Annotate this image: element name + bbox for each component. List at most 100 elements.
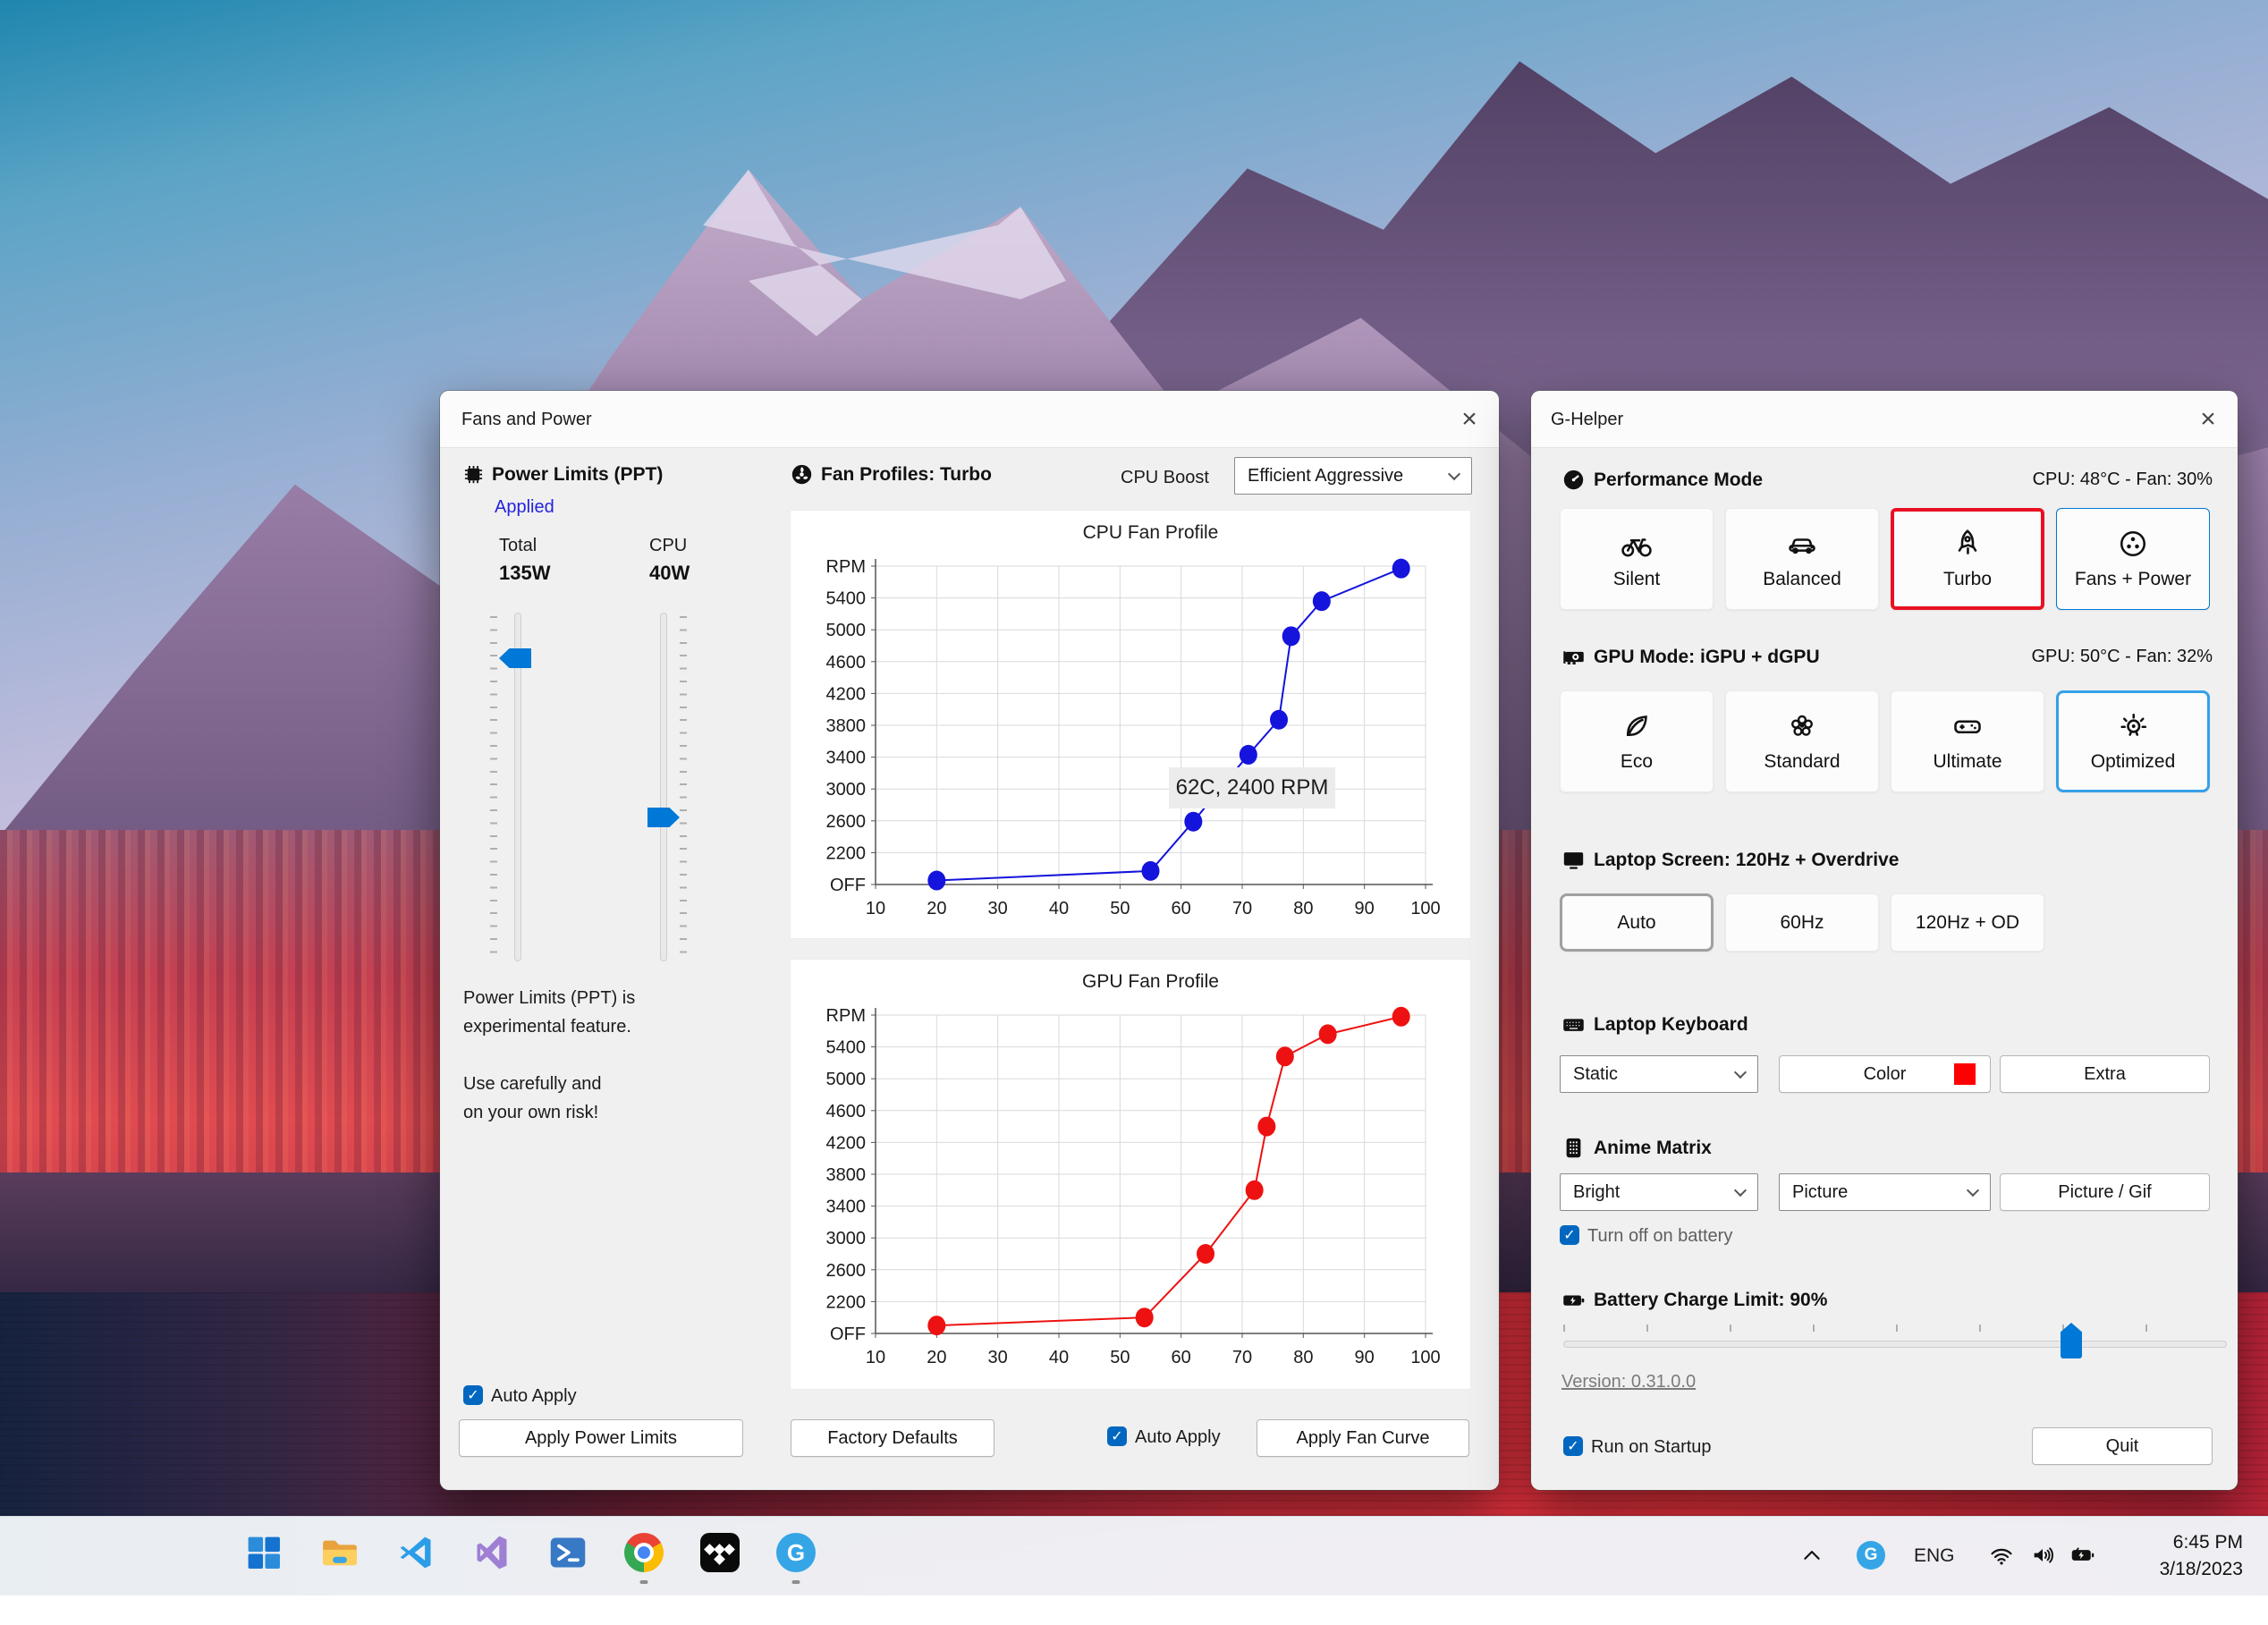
chevron-down-icon xyxy=(1967,1184,1979,1197)
vscode-icon xyxy=(396,1533,436,1572)
fan-auto-apply-checkbox[interactable]: ✓ xyxy=(1107,1426,1127,1446)
ghelper-letter: G xyxy=(787,1539,805,1567)
chevron-down-icon xyxy=(1734,1066,1747,1079)
svg-text:3000: 3000 xyxy=(826,1229,867,1248)
svg-text:60: 60 xyxy=(1172,899,1191,918)
fan-auto-apply-label: Auto Apply xyxy=(1135,1427,1221,1448)
keyboard-extra-button[interactable]: Extra xyxy=(2000,1055,2210,1093)
wifi-icon xyxy=(1989,1543,2014,1568)
powershell-icon xyxy=(548,1533,588,1572)
tray-time: 6:45 PM xyxy=(2160,1529,2243,1556)
gpu-mode-eco-label: Eco xyxy=(1621,751,1653,773)
visual-studio-button[interactable] xyxy=(471,1532,512,1573)
keyboard-color-button[interactable]: Color xyxy=(1779,1055,1991,1093)
matrix-picture-gif-button[interactable]: Picture / Gif xyxy=(2000,1173,2210,1211)
file-explorer-button[interactable] xyxy=(319,1532,360,1573)
perf-mode-fans-power-button[interactable]: Fans + Power xyxy=(2056,508,2210,610)
svg-text:80: 80 xyxy=(1293,1348,1313,1367)
cpu-boost-select[interactable]: Efficient Aggressive xyxy=(1234,457,1472,495)
svg-text:CPU Fan Profile: CPU Fan Profile xyxy=(1083,522,1219,543)
svg-text:100: 100 xyxy=(1410,899,1440,918)
power-auto-apply-checkbox[interactable]: ✓ xyxy=(463,1385,483,1405)
chrome-button[interactable] xyxy=(623,1532,664,1573)
battery-charge-slider[interactable] xyxy=(1563,1341,2227,1348)
start-button[interactable] xyxy=(243,1532,284,1573)
svg-text:4200: 4200 xyxy=(826,1133,867,1153)
vscode-button[interactable] xyxy=(395,1532,436,1573)
tidal-button[interactable] xyxy=(699,1532,740,1573)
battery-tray-button[interactable] xyxy=(2069,1543,2096,1622)
leaf-icon xyxy=(1621,710,1653,742)
tray-chevron-button[interactable] xyxy=(1800,1545,1824,1624)
perf-mode-silent-label: Silent xyxy=(1613,569,1661,590)
svg-text:30: 30 xyxy=(988,1348,1008,1367)
gpu-mode-standard-label: Standard xyxy=(1764,751,1840,773)
gpu-mode-optimized-button[interactable]: Optimized xyxy=(2056,690,2210,792)
total-watts-label: Total xyxy=(499,536,537,556)
svg-text:50: 50 xyxy=(1110,899,1130,918)
quit-button[interactable]: Quit xyxy=(2032,1427,2213,1465)
ghelper-letter: G xyxy=(1865,1545,1878,1565)
cpu-power-slider[interactable] xyxy=(660,613,667,961)
svg-text:2600: 2600 xyxy=(826,812,867,832)
wifi-tray-button[interactable] xyxy=(1989,1543,2014,1622)
folder-icon xyxy=(320,1533,360,1572)
version-link[interactable]: Version: 0.31.0.0 xyxy=(1561,1372,1696,1392)
gpu-mode-ultimate-button[interactable]: Ultimate xyxy=(1891,690,2044,792)
perf-mode-silent-button[interactable]: Silent xyxy=(1560,508,1714,610)
matrix-battery-checkbox[interactable]: ✓ xyxy=(1560,1225,1579,1245)
ghelper-app-icon: G xyxy=(776,1533,816,1572)
ghelper-taskbar-button[interactable]: G xyxy=(775,1532,817,1573)
cpu-boost-label: CPU Boost xyxy=(1121,468,1209,488)
powershell-button[interactable] xyxy=(547,1532,588,1573)
gpu-mode-standard-button[interactable]: Standard xyxy=(1725,690,1879,792)
total-watts-value: 135W xyxy=(499,562,550,585)
ghelper-tray-button[interactable]: G xyxy=(1857,1541,1885,1621)
chevron-up-icon xyxy=(1800,1545,1824,1568)
svg-text:OFF: OFF xyxy=(830,876,866,895)
volume-tray-button[interactable] xyxy=(2030,1543,2055,1622)
apply-power-limits-button[interactable]: Apply Power Limits xyxy=(459,1419,743,1457)
clock[interactable]: 6:45 PM 3/18/2023 xyxy=(2160,1529,2243,1583)
battery-slider-ticks xyxy=(1563,1325,2227,1332)
perf-mode-turbo-button[interactable]: Turbo xyxy=(1891,508,2044,610)
svg-text:GPU Fan Profile: GPU Fan Profile xyxy=(1082,971,1219,992)
fans-window-titlebar[interactable]: Fans and Power × xyxy=(440,391,1499,448)
svg-text:40: 40 xyxy=(1049,899,1069,918)
screen-60hz-button[interactable]: 60Hz xyxy=(1725,893,1879,952)
performance-gauge-icon xyxy=(1561,468,1586,492)
ghelper-close-icon[interactable]: × xyxy=(2188,399,2229,440)
screen-120hz-od-button[interactable]: 120Hz + OD xyxy=(1891,893,2044,952)
apply-fan-curve-button[interactable]: Apply Fan Curve xyxy=(1257,1419,1469,1457)
ghelper-titlebar[interactable]: G-Helper × xyxy=(1531,391,2238,448)
svg-text:5400: 5400 xyxy=(826,1038,867,1058)
total-power-slider-thumb[interactable] xyxy=(499,648,531,668)
fans-window-title: Fans and Power xyxy=(461,391,592,448)
svg-text:10: 10 xyxy=(866,1348,885,1367)
fan-profiles-heading: Fan Profiles: Turbo xyxy=(821,464,992,486)
svg-text:2200: 2200 xyxy=(826,1292,867,1312)
performance-mode-heading: Performance Mode xyxy=(1594,470,1763,491)
check-icon: ✓ xyxy=(1563,1226,1575,1244)
gpu-temp-fan-status: GPU: 50°C - Fan: 32% xyxy=(2031,647,2213,667)
volume-icon xyxy=(2030,1543,2055,1568)
factory-defaults-button[interactable]: Factory Defaults xyxy=(791,1419,994,1457)
power-auto-apply-label: Auto Apply xyxy=(491,1386,577,1407)
perf-mode-balanced-button[interactable]: Balanced xyxy=(1725,508,1879,610)
cpu-power-slider-thumb[interactable] xyxy=(647,808,680,827)
gpu-card-icon xyxy=(1561,645,1586,669)
gpu-mode-eco-button[interactable]: Eco xyxy=(1560,690,1714,792)
svg-text:10: 10 xyxy=(866,899,885,918)
svg-text:5000: 5000 xyxy=(826,1070,867,1089)
keyboard-mode-select[interactable]: Static xyxy=(1560,1055,1758,1093)
language-indicator[interactable]: ENG xyxy=(1914,1545,1955,1625)
screen-auto-button[interactable]: Auto xyxy=(1560,893,1714,952)
matrix-brightness-select[interactable]: Bright xyxy=(1560,1173,1758,1211)
matrix-mode-select[interactable]: Picture xyxy=(1779,1173,1991,1211)
run-on-startup-checkbox[interactable]: ✓ xyxy=(1563,1436,1583,1456)
fans-window-close-icon[interactable]: × xyxy=(1449,399,1490,440)
fans-and-power-window: Fans and Power × Power Limits (PPT) Appl… xyxy=(440,391,1499,1490)
